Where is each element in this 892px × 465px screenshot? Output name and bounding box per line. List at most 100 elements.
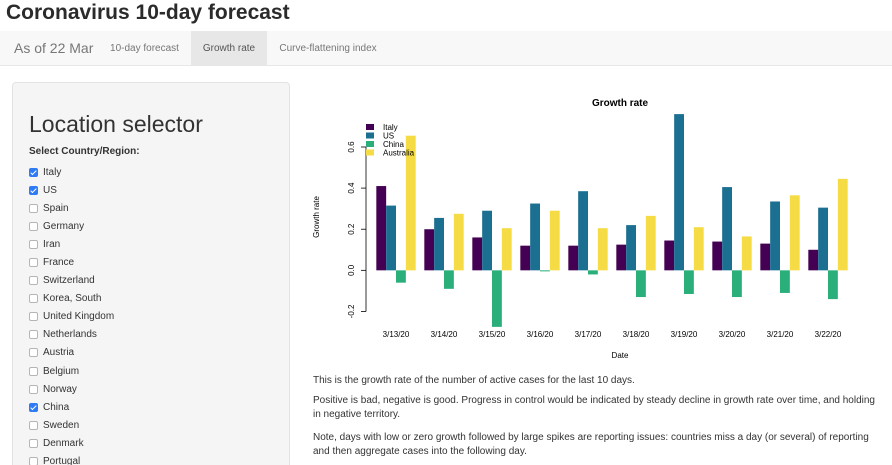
country-label: Spain <box>43 202 69 214</box>
bar-china <box>684 270 694 294</box>
bar-italy <box>712 241 723 271</box>
country-checkbox[interactable] <box>29 402 38 412</box>
country-label: Korea, South <box>43 293 102 305</box>
country-option[interactable]: Spain <box>29 199 279 217</box>
bar-us <box>482 210 492 271</box>
country-option[interactable]: Norway <box>29 380 279 398</box>
bar-us <box>386 205 396 271</box>
country-option[interactable]: Italy <box>29 163 279 181</box>
country-checkbox[interactable] <box>29 203 38 213</box>
legend-swatch-australia <box>366 149 374 156</box>
country-option[interactable]: Korea, South <box>29 290 279 308</box>
description-paragraph-2: Positive is bad, negative is good. Progr… <box>313 395 875 420</box>
country-checkbox[interactable] <box>29 366 38 376</box>
country-checkbox[interactable] <box>29 384 38 394</box>
bar-italy <box>472 237 483 271</box>
bar-italy <box>808 249 819 271</box>
growth-rate-chart: Growth rate -0.2 0.0 0.2 0.4 0.6 Growth rate 3/… <box>312 98 848 360</box>
country-option[interactable]: US <box>29 181 279 199</box>
country-option[interactable]: Switzerland <box>29 272 279 290</box>
bar-us <box>770 201 780 271</box>
bar-us <box>626 225 636 271</box>
country-checkbox[interactable] <box>29 330 38 340</box>
bar-china <box>588 270 598 275</box>
country-label: US <box>43 184 57 196</box>
bar-australia <box>837 178 848 271</box>
country-label: Austria <box>43 347 75 359</box>
country-checkbox[interactable] <box>29 312 38 322</box>
bar-china <box>732 270 742 298</box>
country-checkbox[interactable] <box>29 457 38 465</box>
bar-australia <box>693 227 704 271</box>
x-tick-label: 3/13/20 <box>383 330 410 339</box>
y-axis-label: Growth rate <box>312 196 321 238</box>
x-tick-label: 3/14/20 <box>431 330 458 339</box>
country-option[interactable]: United Kingdom <box>29 308 279 326</box>
country-checkbox[interactable] <box>29 258 38 268</box>
x-tick-label: 3/17/20 <box>575 330 602 339</box>
x-tick-label: 3/19/20 <box>671 330 698 339</box>
legend-label-australia: Australia <box>383 149 415 158</box>
y-tick-label: 0.2 <box>347 223 356 235</box>
country-checkbox[interactable] <box>29 167 38 177</box>
bar-china <box>780 270 790 293</box>
bar-italy <box>760 243 771 271</box>
country-option[interactable]: Austria <box>29 344 279 362</box>
country-label: Netherlands <box>43 329 97 341</box>
country-option[interactable]: China <box>29 398 279 416</box>
bar-us <box>722 187 732 271</box>
legend-swatch-italy <box>366 124 374 130</box>
legend-label-china: China <box>383 140 404 149</box>
bar-australia <box>741 236 752 271</box>
bar-italy <box>520 245 531 271</box>
bar-italy <box>616 244 627 271</box>
y-tick-label: -0.2 <box>347 304 356 318</box>
country-option[interactable]: Portugal <box>29 453 279 465</box>
country-checkbox[interactable] <box>29 221 38 231</box>
bar-china <box>636 270 646 298</box>
y-tick-label: 0.0 <box>347 264 356 276</box>
x-tick-label: 3/21/20 <box>767 330 794 339</box>
bar-us <box>818 207 828 271</box>
x-tick-label: 3/20/20 <box>719 330 746 339</box>
bar-australia <box>549 210 560 271</box>
country-label: Sweden <box>43 419 80 431</box>
country-label: Portugal <box>43 456 81 465</box>
country-checkbox[interactable] <box>29 420 38 430</box>
bar-china <box>540 270 550 272</box>
country-option[interactable]: Netherlands <box>29 326 279 344</box>
country-checkbox[interactable] <box>29 239 38 249</box>
country-checkbox[interactable] <box>29 276 38 286</box>
legend-swatch-china <box>366 141 374 147</box>
legend-label-us: US <box>383 132 394 141</box>
legend-label-italy: Italy <box>383 123 398 132</box>
chart-title: Growth rate <box>592 98 649 109</box>
bar-us <box>530 203 540 271</box>
country-label: Switzerland <box>43 275 95 287</box>
country-checkbox[interactable] <box>29 348 38 358</box>
country-option[interactable]: Belgium <box>29 362 279 380</box>
country-option[interactable]: Sweden <box>29 416 279 434</box>
country-option[interactable]: Denmark <box>29 434 279 452</box>
country-label: Italy <box>43 166 62 178</box>
x-tick-label: 3/16/20 <box>527 330 554 339</box>
country-label: United Kingdom <box>43 311 115 323</box>
country-checkbox[interactable] <box>29 438 38 448</box>
navbar: As of 22 Mar 10-day forecast Growth rate… <box>0 31 892 66</box>
country-option[interactable]: Iran <box>29 235 279 253</box>
country-label: Germany <box>43 220 85 232</box>
bar-china <box>828 270 838 300</box>
country-label: Denmark <box>43 437 84 449</box>
x-tick-label: 3/18/20 <box>623 330 650 339</box>
country-checkbox[interactable] <box>29 294 38 304</box>
tab-growth-rate[interactable]: Growth rate <box>191 31 267 66</box>
tab-curve-flattening-index[interactable]: Curve-flattening index <box>279 43 377 54</box>
tab-10-day-forecast[interactable]: 10-day forecast <box>110 43 179 54</box>
bar-australia <box>789 195 800 271</box>
country-checkbox[interactable] <box>29 185 38 195</box>
country-option[interactable]: Germany <box>29 217 279 235</box>
description-paragraph-3: Note, days with low or zero growth follo… <box>313 432 869 457</box>
sidebar-title: Location selector <box>29 111 203 137</box>
x-tick-label: 3/15/20 <box>479 330 506 339</box>
country-option[interactable]: France <box>29 253 279 271</box>
